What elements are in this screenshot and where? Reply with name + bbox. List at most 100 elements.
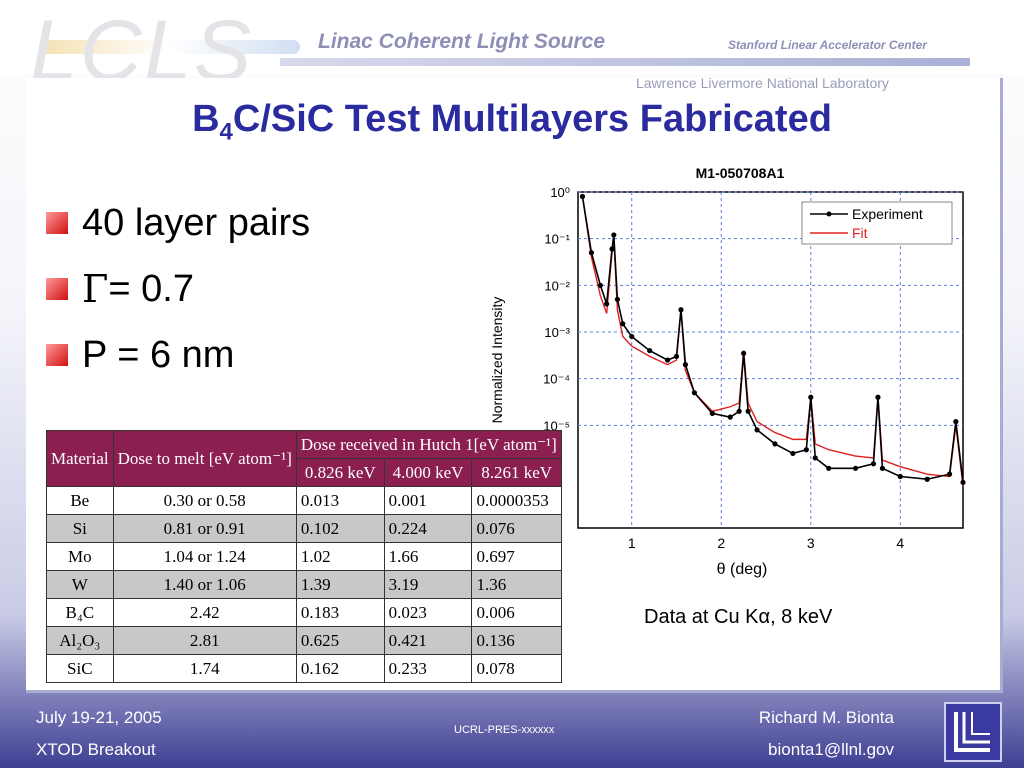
cell-e2: 0.224 (383, 514, 473, 543)
data-point-experiment (741, 350, 747, 356)
cell-e2: 0.421 (383, 626, 473, 655)
cell-e2: 0.233 (383, 654, 473, 683)
dose-table: Material Dose to melt [eV atom⁻¹] Dose r… (46, 430, 562, 683)
cell-e1: 0.102 (295, 514, 385, 543)
cell-e3: 0.078 (471, 654, 562, 683)
data-point-experiment (754, 427, 760, 433)
cell-e3: 0.136 (471, 626, 562, 655)
bullet-text: = 0.7 (108, 267, 194, 310)
chart-title: M1-050708A1 (696, 165, 785, 181)
y-tick-label: 10⁻² (544, 278, 570, 293)
header-org: Stanford Linear Accelerator Center (728, 38, 927, 52)
cell-e1: 1.39 (295, 570, 385, 599)
cell-melt: 2.81 (112, 626, 297, 655)
reflectivity-chart: M1-050708A1 θ (deg) Normalized Intensity… (489, 165, 966, 578)
x-axis-label: θ (deg) (717, 561, 768, 578)
data-point-experiment (772, 441, 778, 447)
cell-melt: 1.40 or 1.06 (112, 570, 297, 599)
table-row: Si 0.81 or 0.91 0.102 0.224 0.076 (46, 514, 562, 543)
data-point-experiment (709, 410, 715, 417)
data-point-experiment (664, 357, 671, 363)
cell-e3: 0.076 (471, 514, 562, 543)
data-point-experiment (678, 307, 684, 313)
data-point-experiment (736, 408, 742, 414)
chart-caption: Data at Cu Kα, 8 keV (644, 606, 833, 628)
data-point-experiment (897, 473, 903, 480)
bullet-square-icon (46, 212, 68, 234)
th-dose-melt: Dose to melt [eV atom⁻¹] (112, 430, 297, 487)
data-point-experiment (812, 455, 818, 461)
bullet-square-icon (46, 278, 68, 300)
y-tick-label: 10⁻⁵ (543, 418, 570, 433)
data-point-experiment (620, 321, 626, 327)
y-axis-label: Normalized Intensity (489, 297, 505, 424)
cell-material: Al₂O₃ (46, 626, 114, 655)
title-subscript: 4 (219, 118, 233, 146)
data-point-experiment (879, 465, 886, 471)
cell-e3: 0.006 (471, 598, 562, 627)
y-tick-label: 10⁰ (550, 185, 570, 200)
cell-e1: 1.02 (295, 542, 385, 571)
table-row: Be 0.30 or 0.58 0.013 0.001 0.0000353 (46, 486, 562, 515)
cell-material: Mo (46, 542, 114, 571)
table-row: SiC 1.74 0.162 0.233 0.078 (46, 654, 562, 683)
bullet-item: Γ = 0.7 (46, 256, 310, 322)
data-point-experiment (673, 353, 680, 360)
cell-e1: 0.625 (295, 626, 385, 655)
cell-e1: 0.013 (295, 486, 385, 515)
data-point-experiment (875, 394, 881, 400)
slide-title: B4C/SiC Test Multilayers Fabricated (0, 98, 1024, 147)
cell-melt: 0.30 or 0.58 (112, 486, 297, 515)
data-point-experiment (614, 296, 620, 302)
y-tick-label: 10⁻¹ (544, 232, 570, 247)
llnl-logo-icon (944, 702, 1002, 762)
cell-e2: 0.023 (383, 598, 473, 627)
data-point-experiment (611, 232, 617, 238)
legend-label-fit: Fit (852, 225, 868, 241)
legend-box (801, 201, 953, 245)
cell-e2: 0.001 (383, 486, 473, 515)
cell-material: W (46, 570, 114, 599)
legend: Experiment Fit (801, 201, 953, 245)
bullet-square-icon (46, 344, 68, 366)
header-lab: Lawrence Livermore National Laboratory (636, 75, 889, 91)
y-tick-label: 10⁻⁴ (543, 372, 570, 387)
x-tick-label: 3 (807, 535, 815, 551)
legend-label-experiment: Experiment (852, 206, 923, 222)
cell-e2: 3.19 (383, 570, 473, 599)
bullet-text: 40 layer pairs (82, 201, 311, 244)
cell-melt: 1.04 or 1.24 (112, 542, 297, 571)
data-point-experiment (691, 390, 697, 396)
data-point-experiment (803, 447, 809, 453)
header-subtitle: Linac Coherent Light Source (318, 30, 606, 53)
table-row: Al₂O₃ 2.81 0.625 0.421 0.136 (46, 626, 562, 655)
data-point-experiment (790, 450, 796, 457)
cell-material: SiC (46, 654, 114, 683)
x-tick-label: 2 (717, 535, 725, 551)
th-dose-hutch: Dose received in Hutch 1[eV atom⁻¹] (295, 430, 562, 459)
data-point-experiment (597, 282, 603, 288)
y-tick-label: 10⁻³ (544, 325, 570, 340)
table-row: W 1.40 or 1.06 1.39 3.19 1.36 (46, 570, 562, 599)
cell-e3: 0.697 (471, 542, 562, 571)
series-line-experiment (581, 196, 964, 483)
cell-e2: 1.66 (383, 542, 473, 571)
data-point-experiment (727, 414, 733, 420)
data-point-experiment (745, 408, 751, 414)
cell-melt: 1.74 (112, 654, 297, 683)
x-tick-label: 4 (896, 535, 904, 551)
data-point-experiment (946, 471, 953, 477)
data-point-experiment (960, 479, 966, 485)
data-point-experiment (629, 333, 635, 340)
cell-melt: 2.42 (112, 598, 297, 627)
data-point-experiment (604, 301, 610, 307)
data-point-experiment (953, 419, 959, 425)
data-point-experiment (852, 465, 859, 471)
table-row: Mo 1.04 or 1.24 1.02 1.66 0.697 (46, 542, 562, 571)
series-layer (579, 193, 966, 487)
data-point-experiment (647, 347, 653, 354)
title-text-pre: B (192, 98, 220, 140)
gamma-symbol: Γ (82, 267, 109, 311)
cell-e1: 0.162 (295, 654, 385, 683)
cell-e3: 1.36 (471, 570, 562, 599)
